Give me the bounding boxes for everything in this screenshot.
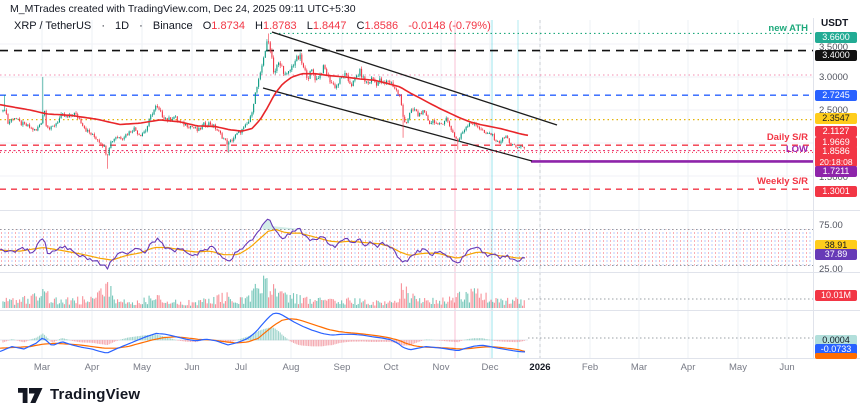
last-value-stubs — [528, 298, 813, 339]
time-axis-label-2026: 2026 — [529, 362, 551, 373]
volume-badge: 10.01M — [815, 289, 857, 301]
rsi-badge: 37.89 — [815, 248, 857, 260]
level-label-low-line: LOW — [786, 144, 808, 155]
separator-dot: · — [139, 20, 143, 32]
purple-line-badge: 1.7211 — [815, 165, 857, 177]
footer-bar: TradingView — [0, 377, 860, 411]
time-axis-label-Mar: Mar — [33, 362, 51, 373]
ohlc-open-label: O — [202, 20, 212, 32]
rsi-lines — [0, 218, 526, 270]
rsi-ma-badge: 38.91 — [815, 239, 857, 251]
time-axis: Mar Apr May Jun Jul Aug Sep Oct Nov Dec 2026 Feb Mar… — [0, 359, 813, 377]
last-price-badge: 1.8586 20:18:08 — [815, 145, 857, 167]
macd-lines — [0, 312, 526, 354]
macd-line-badge: -0.0733 — [815, 343, 857, 355]
symbol-header: XRP / TetherUS · 1D · Binance O1.8734 H1… — [14, 20, 491, 32]
level-label-new-ath-line: new ATH — [768, 23, 808, 34]
ohlc-low-value: 1.8447 — [312, 20, 347, 32]
bar-countdown: 20:18:08 — [819, 156, 853, 167]
macd-histogram — [2, 327, 525, 347]
separator-dot: · — [101, 20, 105, 32]
daily-sr-badge: 1.9669 — [815, 136, 857, 148]
time-axis-label-May: May — [729, 362, 747, 373]
axis-tick-75.00: 75.00 — [819, 220, 843, 231]
macd-signal-badge — [815, 353, 857, 359]
axis-tick-3.5000: 3.5000 — [819, 42, 849, 53]
time-axis-label-Feb: Feb — [581, 362, 599, 373]
time-axis-label-Jul: Jul — [234, 362, 248, 373]
candlestick-series — [2, 33, 525, 169]
axis-tick-3.0000: 3.0000 — [819, 72, 849, 83]
ma-line — [0, 72, 529, 137]
time-axis-label-Oct: Oct — [383, 362, 399, 373]
time-axis-label-Dec: Dec — [481, 362, 499, 373]
level-label-weekly-sr-line: Weekly S/R — [757, 176, 808, 187]
axis-tick-25.00: 25.00 — [819, 264, 843, 275]
ohlc-high-value: 1.8783 — [262, 20, 297, 32]
time-axis-label-Apr: Apr — [680, 362, 696, 373]
rsi-band — [0, 229, 813, 266]
axis-tick-1.5000: 1.5000 — [819, 172, 849, 183]
time-axis-label-Mar: Mar — [630, 362, 648, 373]
interval-label: 1D — [115, 20, 130, 32]
trend-channel — [262, 31, 558, 162]
quote-currency-label: USDT — [821, 18, 849, 29]
ma-value-badge: 2.1127 — [815, 125, 857, 137]
time-axis-label-Nov: Nov — [432, 362, 450, 373]
ohlc-close-label: C — [356, 20, 365, 32]
exchange-label: Binance — [152, 20, 193, 32]
weekly-sr-badge: 1.3001 — [815, 185, 857, 197]
ath-badge: 3.6600 — [815, 31, 857, 43]
brand-name: TradingView — [50, 385, 141, 403]
time-axis-label-Aug: Aug — [282, 362, 300, 373]
black-line-badge: 3.4000 — [815, 49, 857, 61]
level-label-daily-sr-line: Daily S/R — [767, 132, 808, 143]
blue-line-badge: 2.7245 — [815, 89, 857, 101]
change-value: -0.0148 (-0.79%) — [408, 20, 491, 32]
ohlc-close-value: 1.8586 — [364, 20, 399, 32]
tradingview-brand[interactable]: TradingView — [18, 384, 140, 404]
credit-line: M_MTrades created with TradingView.com, … — [10, 3, 356, 15]
time-axis-label-Jun: Jun — [779, 362, 795, 373]
time-axis-label-Sep: Sep — [333, 362, 351, 373]
tradingview-logo-icon — [18, 388, 43, 403]
ohlc-low-label: L — [306, 20, 313, 32]
volume-bars — [2, 275, 525, 308]
axis-tick-2.5000: 2.5000 — [819, 105, 849, 116]
price-axis: USDT 3.5000 3.0000 2.5000 1.5000 75.00 25.00 … — [814, 0, 860, 377]
time-axis-label-Apr: Apr — [84, 362, 100, 373]
time-axis-label-May: May — [133, 362, 151, 373]
ohlc-high-label: H — [255, 20, 263, 32]
ohlc-open-value: 1.8734 — [211, 20, 245, 32]
panel-separators — [0, 18, 860, 359]
yellow-line-badge: 2.3547 — [815, 112, 857, 124]
time-axis-label-Jun: Jun — [184, 362, 200, 373]
symbol-name: XRP / TetherUS — [14, 20, 92, 32]
macd-hist-badge: 0.0004 — [815, 334, 857, 346]
